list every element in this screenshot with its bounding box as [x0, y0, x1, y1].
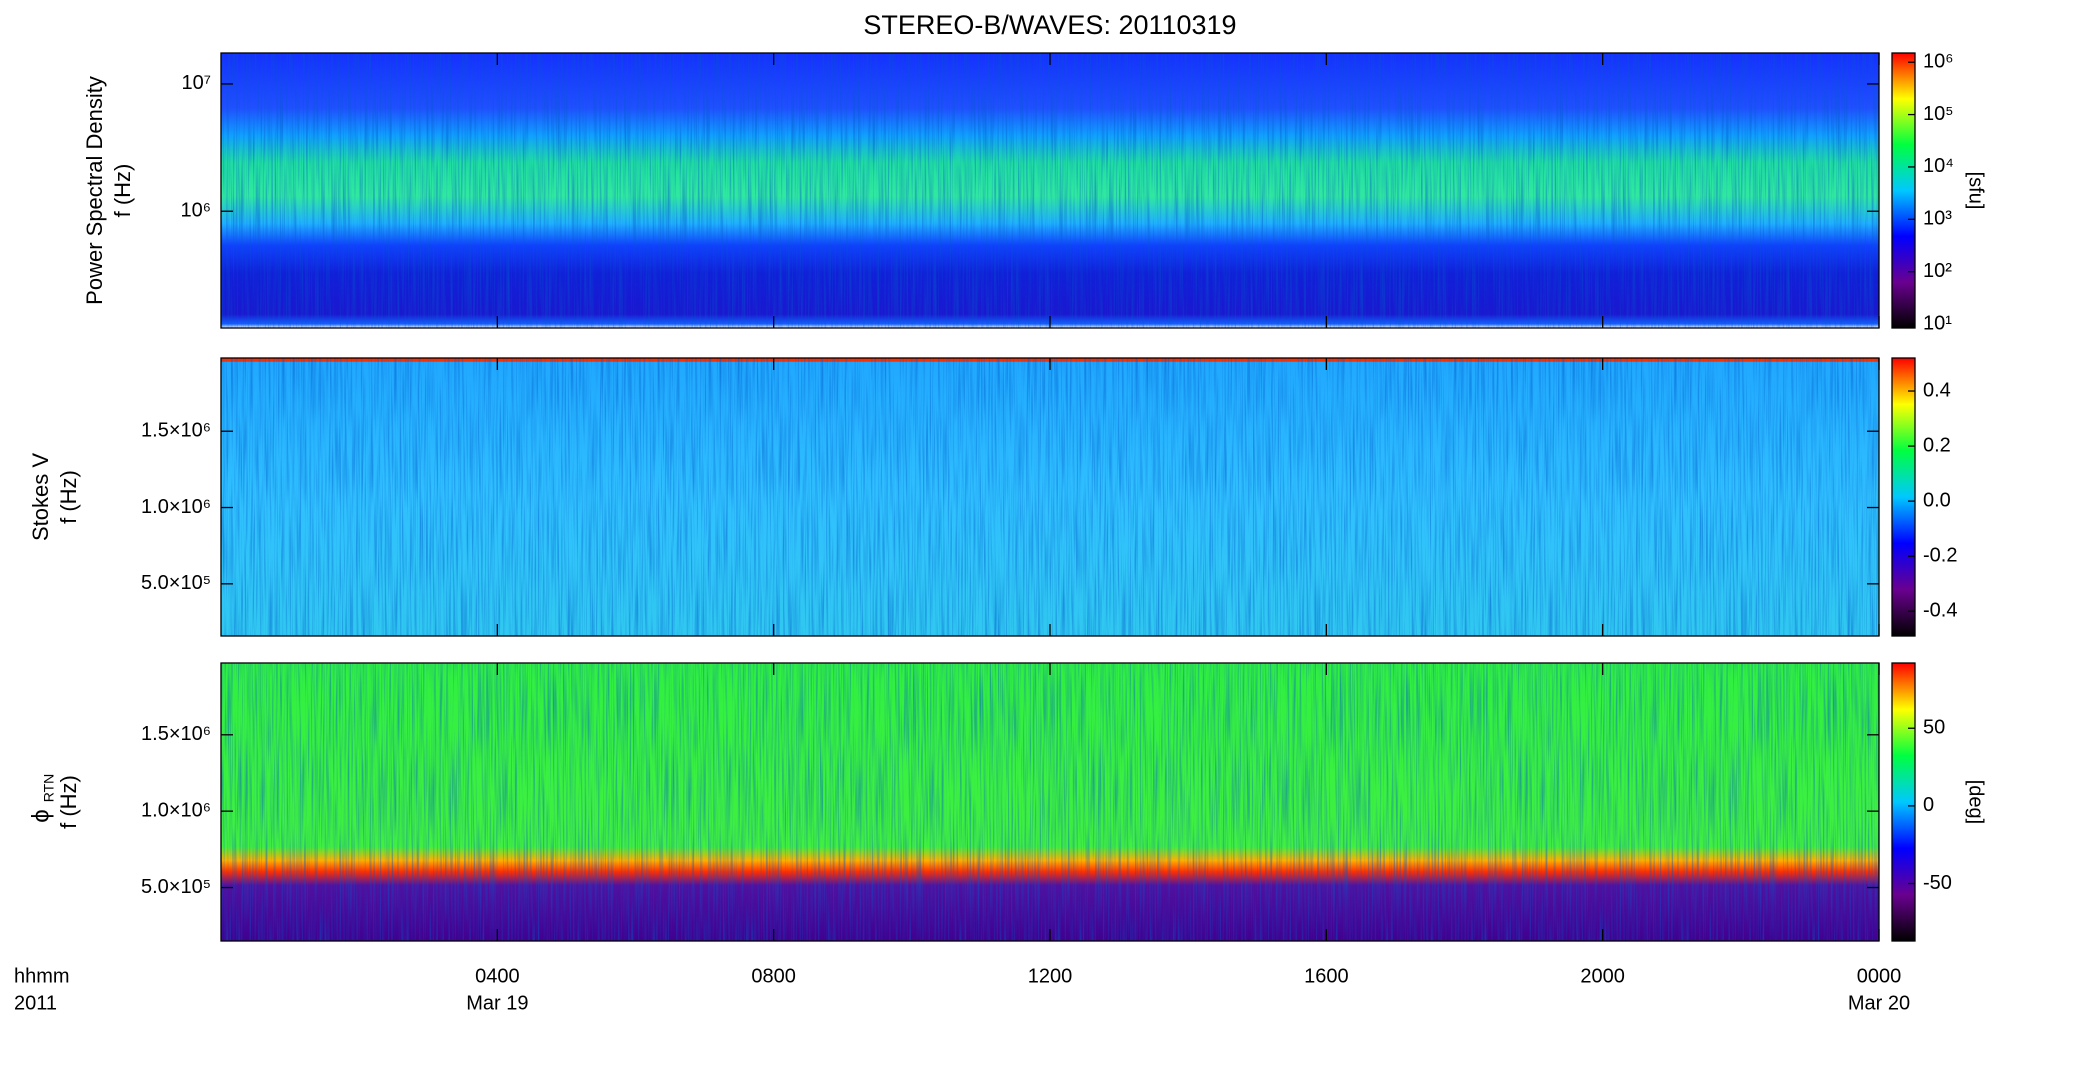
colorbar [1891, 357, 1916, 637]
colorbar-tick-label: -0.4 [1923, 600, 1957, 622]
x-tick-label: 1600 [1304, 965, 1349, 987]
y-tick-label: 10⁶ [181, 200, 211, 222]
y-unit-label: f (Hz) [56, 470, 81, 524]
colorbar-tick-label: 50 [1923, 717, 1945, 739]
colorbar [1891, 662, 1916, 942]
x-tick-label: 0400 [475, 965, 520, 987]
colorbar-tick-label: -50 [1923, 872, 1952, 894]
x-tick-label: 0000 [1857, 965, 1902, 987]
y-axis-label-subscript: RTN [41, 774, 57, 803]
y-tick-label: 5.0×10⁵ [141, 572, 211, 594]
colorbar-label: [deg] [1965, 780, 1987, 824]
x-tick-label: 0800 [751, 965, 796, 987]
x-date-label: Mar 19 [466, 992, 528, 1014]
spectrogram-texture [221, 663, 1879, 941]
y-tick-label: 1.0×10⁶ [141, 799, 211, 821]
x-tick-label: 1200 [1028, 965, 1073, 987]
y-axis-label: Power Spectral Density [82, 76, 107, 305]
x-tick-label: 2000 [1580, 965, 1625, 987]
y-axis-label: ϕ [27, 809, 54, 822]
colorbar-tick-label: 0 [1923, 794, 1934, 816]
y-tick-label: 10⁷ [182, 72, 211, 94]
colorbar-tick-label: 10² [1923, 260, 1952, 282]
x-axis-label: 2011 [14, 992, 57, 1014]
colorbar-tick-label: -0.2 [1923, 544, 1957, 566]
spectrogram-texture [221, 358, 1879, 636]
colorbar-tick-label: 10⁶ [1923, 51, 1953, 73]
colorbar-tick-label: 10³ [1923, 208, 1952, 230]
y-unit-label: f (Hz) [56, 775, 81, 829]
colorbar-tick-label: 10¹ [1923, 312, 1952, 334]
colorbar-label: [sfu] [1965, 172, 1987, 210]
colorbar-tick-label: 0.2 [1923, 434, 1951, 456]
x-date-label: Mar 20 [1848, 992, 1910, 1014]
x-axis-label: hhmm [14, 965, 70, 987]
colorbar [1891, 52, 1916, 329]
y-tick-label: 1.5×10⁶ [141, 420, 211, 442]
colorbar-tick-label: 10⁵ [1923, 103, 1954, 125]
colorbar-tick-label: 0.4 [1923, 379, 1951, 401]
y-tick-label: 1.0×10⁶ [141, 496, 211, 518]
y-unit-label: f (Hz) [110, 164, 135, 218]
title: STEREO-B/WAVES: 20110319 [863, 10, 1236, 40]
y-tick-label: 1.5×10⁶ [141, 723, 211, 745]
colorbar-tick-label: 0.0 [1923, 489, 1951, 511]
colorbar-tick-label: 10⁴ [1923, 155, 1954, 177]
y-tick-label: 5.0×10⁵ [141, 876, 211, 898]
spectrogram-texture [221, 53, 1879, 328]
y-axis-label: Stokes V [28, 453, 53, 541]
